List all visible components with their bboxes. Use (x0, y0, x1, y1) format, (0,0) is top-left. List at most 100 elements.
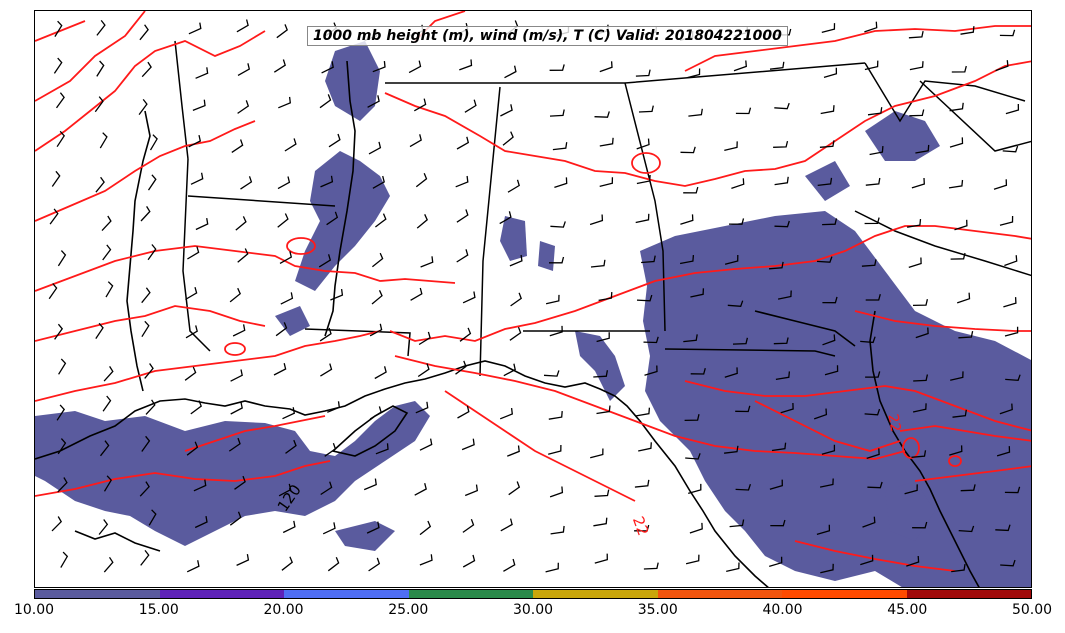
wind-barb (951, 564, 966, 573)
wind-barb (862, 516, 876, 528)
wind-barb (644, 365, 658, 376)
wind-barb (409, 134, 422, 148)
wind-barb (499, 211, 512, 225)
wind-barb (596, 405, 611, 415)
wind-barb (865, 177, 881, 186)
wind-barb (599, 177, 614, 188)
wind-barb (822, 296, 838, 304)
wind-barb (867, 481, 883, 489)
wind-barb (95, 322, 104, 339)
wind-barb (599, 137, 614, 147)
wind-barb (724, 254, 739, 265)
wind-barb (139, 481, 150, 497)
wind-barb (549, 64, 565, 71)
wind-barb (148, 509, 157, 526)
wind-barb (545, 294, 560, 305)
wind-barb (149, 134, 158, 151)
wind-barb (55, 92, 65, 109)
wind-barb (948, 179, 964, 189)
wind-barb (904, 484, 918, 495)
wind-barb (860, 554, 874, 566)
wind-barb (232, 324, 246, 337)
wind-barb (771, 442, 787, 452)
wind-barb (56, 404, 66, 421)
wind-barb (728, 218, 745, 225)
wind-barb (912, 521, 928, 529)
wind-barb (499, 408, 514, 420)
wind-barb (960, 26, 975, 35)
wind-barb (147, 244, 157, 261)
colorbar-segment (408, 590, 533, 598)
wind-barb (554, 177, 568, 189)
wind-barb (643, 562, 659, 570)
wind-barb (821, 444, 836, 455)
wind-barb (318, 254, 332, 268)
wind-barb (103, 366, 114, 382)
wind-barb (462, 554, 476, 568)
wind-barb (326, 211, 339, 226)
wind-barb (1003, 297, 1017, 308)
colorbar-tick-label: 15.00 (138, 602, 179, 618)
wind-barb (590, 259, 606, 268)
wind-speed-shading (35, 41, 1031, 587)
wind-barb (1004, 486, 1021, 494)
wind-barb (140, 206, 151, 222)
colorbar-segment (35, 590, 160, 598)
wind-barb (1004, 326, 1019, 337)
wind-barb (229, 287, 241, 303)
wind-barb (416, 214, 428, 229)
wind-barb (194, 515, 208, 529)
wind-barb (724, 445, 739, 454)
wind-barb (461, 438, 475, 451)
wind-barb (638, 105, 654, 113)
wind-barb (56, 130, 66, 148)
wind-barb (500, 518, 513, 532)
wind-barb (1005, 374, 1021, 381)
wind-barb (958, 330, 974, 339)
wind-barb (822, 218, 838, 226)
wind-barb (866, 448, 880, 460)
wind-barb (735, 483, 752, 491)
colorbar-segment (533, 590, 658, 598)
wind-barb (368, 141, 382, 155)
wind-barb (952, 409, 967, 418)
wind-barb (960, 484, 976, 492)
colorbar-segment (906, 590, 1031, 598)
wind-barb (414, 483, 427, 496)
wind-barb (420, 256, 434, 268)
wind-barb (99, 132, 108, 149)
wind-barb (186, 441, 199, 456)
wind-barb (367, 95, 380, 108)
colorbar-tick-label: 20.00 (263, 602, 304, 618)
wind-barb (320, 175, 334, 188)
wind-barb (328, 133, 341, 148)
wind-barb (187, 246, 200, 260)
wind-barb (190, 400, 202, 415)
wind-barb (596, 332, 610, 343)
wind-barb (684, 414, 700, 422)
wind-barb (230, 402, 243, 415)
wind-barb (819, 140, 835, 148)
wind-barb (234, 475, 246, 490)
wind-barb (911, 450, 927, 458)
wind-barb (724, 141, 738, 152)
wind-barb (735, 107, 752, 115)
wind-barb (864, 21, 878, 33)
wind-barb (683, 334, 698, 343)
colorbar-tick-label: 30.00 (512, 602, 554, 618)
wind-barb (145, 399, 156, 415)
wind-barb (369, 323, 383, 337)
wind-barb (869, 146, 884, 156)
wind-barb (913, 374, 929, 382)
wind-barb (822, 334, 836, 346)
wind-barb (144, 363, 154, 379)
wind-barb (462, 518, 475, 533)
wind-barb (456, 209, 469, 223)
wind-barb (777, 290, 792, 300)
wind-barb (774, 176, 789, 186)
wind-barb (999, 403, 1013, 415)
colorbar-tick-label: 45.00 (887, 602, 928, 618)
wind-barbs (48, 19, 1021, 574)
wind-barb (455, 175, 469, 188)
wind-barb (727, 300, 744, 307)
